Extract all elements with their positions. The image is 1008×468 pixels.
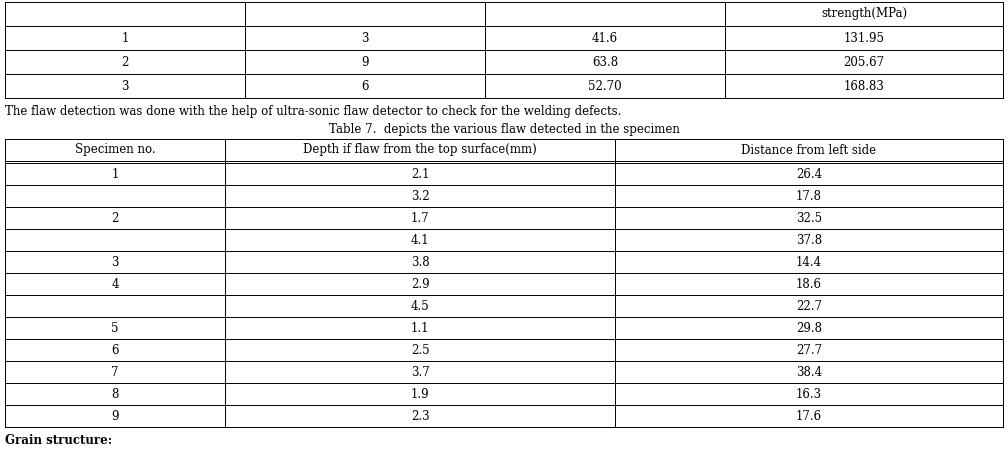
Text: Depth if flaw from the top surface(mm): Depth if flaw from the top surface(mm) <box>303 144 537 156</box>
Text: 18.6: 18.6 <box>796 278 822 291</box>
Text: 4: 4 <box>111 278 119 291</box>
Text: 52.70: 52.70 <box>589 80 622 93</box>
Text: 41.6: 41.6 <box>592 31 618 44</box>
Text: Table 7.  depicts the various flaw detected in the specimen.: Table 7. depicts the various flaw detect… <box>327 123 681 136</box>
Text: 4.5: 4.5 <box>410 300 429 313</box>
Text: 6: 6 <box>361 80 369 93</box>
Text: The flaw detection was done with the help of ultra-sonic flaw detector to check : The flaw detection was done with the hel… <box>5 104 621 117</box>
Text: 7: 7 <box>111 366 119 379</box>
Text: 1.1: 1.1 <box>410 322 429 335</box>
Text: 14.4: 14.4 <box>796 256 823 269</box>
Text: 3.2: 3.2 <box>410 190 429 203</box>
Text: 1: 1 <box>111 168 119 181</box>
Text: 2.3: 2.3 <box>410 410 429 423</box>
Text: 27.7: 27.7 <box>796 344 823 357</box>
Text: 1.7: 1.7 <box>410 212 429 225</box>
Text: Specimen no.: Specimen no. <box>75 144 155 156</box>
Text: 3: 3 <box>121 80 129 93</box>
Text: 3.7: 3.7 <box>410 366 429 379</box>
Text: 8: 8 <box>111 388 119 401</box>
Text: 9: 9 <box>111 410 119 423</box>
Text: 2.1: 2.1 <box>410 168 429 181</box>
Text: 32.5: 32.5 <box>796 212 823 225</box>
Text: 3.8: 3.8 <box>410 256 429 269</box>
Text: 17.8: 17.8 <box>796 190 822 203</box>
Text: 1.9: 1.9 <box>410 388 429 401</box>
Text: 2: 2 <box>111 212 119 225</box>
Text: 5: 5 <box>111 322 119 335</box>
Text: Distance from left side: Distance from left side <box>742 144 877 156</box>
Text: 9: 9 <box>361 56 369 68</box>
Text: 205.67: 205.67 <box>844 56 885 68</box>
Text: 2.5: 2.5 <box>410 344 429 357</box>
Text: 2.9: 2.9 <box>410 278 429 291</box>
Text: 63.8: 63.8 <box>592 56 618 68</box>
Text: 26.4: 26.4 <box>796 168 823 181</box>
Text: Grain structure:: Grain structure: <box>5 433 112 446</box>
Text: 6: 6 <box>111 344 119 357</box>
Text: 1: 1 <box>121 31 129 44</box>
Text: Table 7.  depicts the various flaw detected in the specimen: Table 7. depicts the various flaw detect… <box>329 123 679 136</box>
Text: strength(MPa): strength(MPa) <box>821 7 907 21</box>
Text: 3: 3 <box>111 256 119 269</box>
Text: 22.7: 22.7 <box>796 300 822 313</box>
Text: 4.1: 4.1 <box>410 234 429 247</box>
Text: 168.83: 168.83 <box>844 80 884 93</box>
Text: 131.95: 131.95 <box>844 31 884 44</box>
Text: 17.6: 17.6 <box>796 410 823 423</box>
Text: 3: 3 <box>361 31 369 44</box>
Text: 38.4: 38.4 <box>796 366 823 379</box>
Text: 2: 2 <box>121 56 129 68</box>
Text: 16.3: 16.3 <box>796 388 823 401</box>
Text: 29.8: 29.8 <box>796 322 822 335</box>
Text: 37.8: 37.8 <box>796 234 823 247</box>
